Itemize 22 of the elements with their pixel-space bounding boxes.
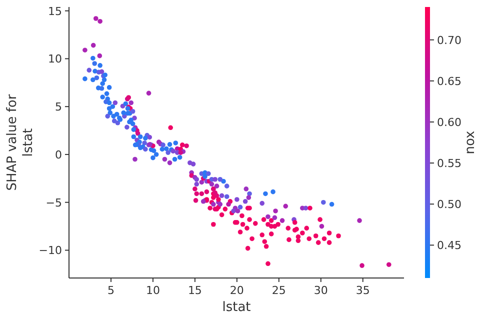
color-bar-label: 0.45 <box>437 239 462 252</box>
color-bar-title: nox <box>463 130 478 154</box>
color-bar-label: 0.60 <box>437 116 462 129</box>
x-tick-label: 25 <box>272 284 286 297</box>
color-bar-label: 0.50 <box>437 198 462 212</box>
x-tick-label: 15 <box>188 284 202 297</box>
y-tick-label: −10 <box>38 244 62 258</box>
y-tick-label: 10 <box>48 52 62 66</box>
y-tick-label: 15 <box>48 4 62 18</box>
x-axis-title: lstat <box>222 300 251 315</box>
y-tick-label: −5 <box>46 196 62 210</box>
y-tick-label: 5 <box>55 100 62 114</box>
y-tick-label: 0 <box>55 148 62 162</box>
color-bar-label: 0.70 <box>437 34 462 47</box>
x-tick-label: 20 <box>230 284 244 297</box>
color-bar-label: 0.65 <box>437 74 462 88</box>
x-tick-label: 5 <box>107 284 114 297</box>
color-bar-label: 0.55 <box>437 157 462 170</box>
x-tick-label: 30 <box>314 284 328 297</box>
x-tick-label: 10 <box>146 284 160 297</box>
y-axis-title: SHAP value for lstat <box>5 94 36 191</box>
x-tick-label: 35 <box>356 284 370 297</box>
